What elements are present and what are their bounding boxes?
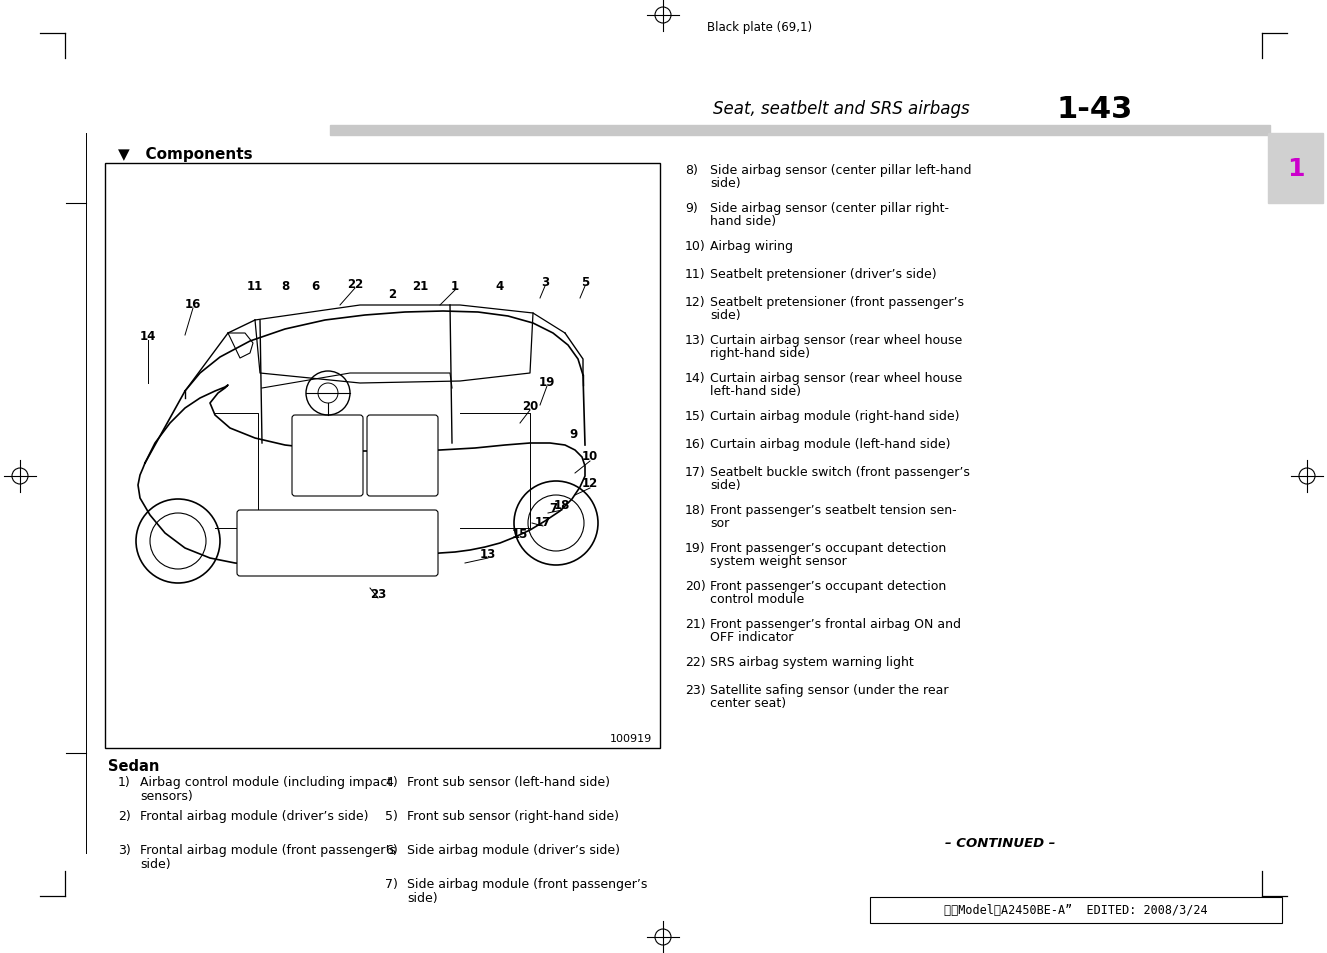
- Text: Side airbag sensor (center pillar right-: Side airbag sensor (center pillar right-: [710, 202, 949, 214]
- Text: 11): 11): [685, 268, 706, 281]
- Text: 17: 17: [535, 515, 551, 528]
- FancyBboxPatch shape: [238, 511, 438, 577]
- Text: hand side): hand side): [710, 214, 776, 228]
- Text: 100919: 100919: [609, 733, 652, 743]
- Text: 1-43: 1-43: [1056, 95, 1133, 124]
- Text: Curtain airbag sensor (rear wheel house: Curtain airbag sensor (rear wheel house: [710, 334, 962, 347]
- Text: 18: 18: [553, 499, 571, 512]
- Bar: [871, 897, 1282, 923]
- Text: ▼   Components: ▼ Components: [118, 147, 252, 161]
- Text: 8): 8): [685, 164, 698, 177]
- Text: Front passenger’s occupant detection: Front passenger’s occupant detection: [710, 541, 946, 555]
- Text: OFF indicator: OFF indicator: [710, 630, 794, 643]
- Text: Front sub sensor (left-hand side): Front sub sensor (left-hand side): [407, 775, 610, 788]
- Text: 21: 21: [411, 279, 429, 293]
- Text: 22): 22): [685, 656, 706, 668]
- Text: Side airbag module (driver’s side): Side airbag module (driver’s side): [407, 843, 620, 856]
- Text: Front sub sensor (right-hand side): Front sub sensor (right-hand side): [407, 809, 618, 822]
- Text: 19: 19: [539, 375, 555, 388]
- Text: 13: 13: [480, 547, 496, 560]
- Text: 7: 7: [549, 502, 557, 515]
- Text: Seatbelt pretensioner (front passenger’s: Seatbelt pretensioner (front passenger’s: [710, 295, 963, 309]
- Text: 21): 21): [685, 618, 706, 630]
- Text: 13): 13): [685, 334, 706, 347]
- Text: 2: 2: [387, 287, 395, 300]
- Text: 12: 12: [581, 477, 598, 490]
- Text: 19): 19): [685, 541, 706, 555]
- Text: 20: 20: [522, 399, 539, 412]
- Bar: [105, 164, 660, 748]
- Text: 11: 11: [247, 279, 263, 293]
- Text: 9: 9: [569, 427, 577, 440]
- Text: 22: 22: [346, 277, 364, 291]
- Text: 10: 10: [581, 450, 598, 463]
- FancyBboxPatch shape: [292, 416, 364, 497]
- Text: Seatbelt pretensioner (driver’s side): Seatbelt pretensioner (driver’s side): [710, 268, 937, 281]
- Bar: [330, 126, 1270, 136]
- FancyBboxPatch shape: [368, 416, 438, 497]
- Text: Seatbelt buckle switch (front passenger’s: Seatbelt buckle switch (front passenger’…: [710, 465, 970, 478]
- Text: Airbag control module (including impact: Airbag control module (including impact: [141, 775, 391, 788]
- Text: center seat): center seat): [710, 697, 786, 709]
- Text: Sedan: Sedan: [107, 759, 159, 773]
- Text: 1: 1: [451, 279, 459, 293]
- Text: Side airbag sensor (center pillar left-hand: Side airbag sensor (center pillar left-h…: [710, 164, 971, 177]
- Text: 4): 4): [385, 775, 398, 788]
- Text: Front passenger’s frontal airbag ON and: Front passenger’s frontal airbag ON and: [710, 618, 961, 630]
- Text: 23: 23: [370, 587, 386, 599]
- Text: 7): 7): [385, 877, 398, 890]
- Text: Airbag wiring: Airbag wiring: [710, 240, 794, 253]
- Text: 14): 14): [685, 372, 706, 385]
- Text: 4: 4: [496, 279, 504, 293]
- Text: side): side): [141, 857, 171, 870]
- Text: 5: 5: [581, 275, 589, 288]
- Text: Curtain airbag sensor (rear wheel house: Curtain airbag sensor (rear wheel house: [710, 372, 962, 385]
- Text: system weight sensor: system weight sensor: [710, 555, 847, 567]
- Text: Side airbag module (front passenger’s: Side airbag module (front passenger’s: [407, 877, 648, 890]
- Bar: [1269, 133, 1323, 204]
- Text: side): side): [710, 309, 740, 322]
- Text: sensors): sensors): [141, 789, 192, 802]
- Text: side): side): [407, 891, 438, 904]
- Text: 23): 23): [685, 683, 706, 697]
- Text: Curtain airbag module (right-hand side): Curtain airbag module (right-hand side): [710, 410, 959, 422]
- Text: 17): 17): [685, 465, 706, 478]
- Text: 1): 1): [118, 775, 131, 788]
- Text: 3): 3): [118, 843, 131, 856]
- Text: control module: control module: [710, 593, 804, 605]
- Text: 1: 1: [1287, 157, 1304, 181]
- Text: SRS airbag system warning light: SRS airbag system warning light: [710, 656, 914, 668]
- Text: side): side): [710, 478, 740, 492]
- Text: 16): 16): [685, 437, 706, 451]
- Text: 16: 16: [184, 297, 202, 310]
- Text: right-hand side): right-hand side): [710, 347, 809, 359]
- Text: left-hand side): left-hand side): [710, 385, 802, 397]
- Text: side): side): [710, 177, 740, 190]
- Text: 18): 18): [685, 503, 706, 517]
- Text: 2): 2): [118, 809, 131, 822]
- Text: Curtain airbag module (left-hand side): Curtain airbag module (left-hand side): [710, 437, 950, 451]
- Text: Seat, seatbelt and SRS airbags: Seat, seatbelt and SRS airbags: [713, 100, 981, 118]
- Text: 北米ModelＢA2450BE-A”  EDITED: 2008/3/24: 北米ModelＢA2450BE-A” EDITED: 2008/3/24: [945, 903, 1208, 917]
- Text: Black plate (69,1): Black plate (69,1): [707, 22, 812, 34]
- Text: Frontal airbag module (driver’s side): Frontal airbag module (driver’s side): [141, 809, 369, 822]
- Text: 15: 15: [512, 527, 528, 540]
- Text: 8: 8: [281, 279, 289, 293]
- Text: 6: 6: [311, 279, 318, 293]
- Text: 10): 10): [685, 240, 706, 253]
- Text: Frontal airbag module (front passenger’s: Frontal airbag module (front passenger’s: [141, 843, 395, 856]
- Text: 12): 12): [685, 295, 706, 309]
- Text: Front passenger’s occupant detection: Front passenger’s occupant detection: [710, 579, 946, 593]
- Text: 14: 14: [139, 329, 157, 342]
- Text: 6): 6): [385, 843, 398, 856]
- Text: – CONTINUED –: – CONTINUED –: [945, 837, 1055, 850]
- Text: Satellite safing sensor (under the rear: Satellite safing sensor (under the rear: [710, 683, 949, 697]
- Text: 15): 15): [685, 410, 706, 422]
- Text: 9): 9): [685, 202, 698, 214]
- Text: 5): 5): [385, 809, 398, 822]
- Text: sor: sor: [710, 517, 730, 530]
- Text: Front passenger’s seatbelt tension sen-: Front passenger’s seatbelt tension sen-: [710, 503, 957, 517]
- Text: 20): 20): [685, 579, 706, 593]
- Text: 3: 3: [541, 275, 549, 288]
